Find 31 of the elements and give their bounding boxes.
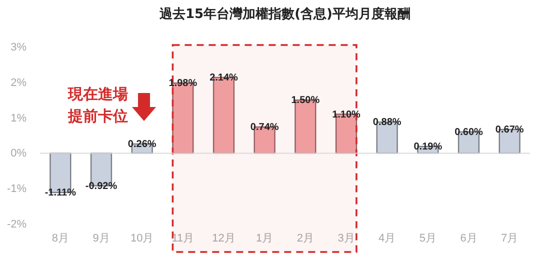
data-label: 0.60% <box>454 126 484 138</box>
data-label: 1.50% <box>291 95 320 106</box>
x-tick-label: 9月 <box>92 232 110 244</box>
data-label: 1.98% <box>168 78 198 90</box>
data-label: 0.67% <box>495 124 524 136</box>
x-tick-label: 8月 <box>52 232 69 244</box>
x-tick-label: 10月 <box>130 232 154 244</box>
x-tick-label: 5月 <box>419 232 436 244</box>
x-tick-label: 12月 <box>212 232 236 244</box>
x-tick-label: 6月 <box>460 232 478 244</box>
x-tick-label: 4月 <box>378 232 396 244</box>
y-tick-label: 0% <box>10 148 27 160</box>
y-tick-label: 2% <box>10 76 27 89</box>
y-tick-label: -2% <box>6 218 27 230</box>
y-tick-label: 1% <box>10 112 27 124</box>
annotation: 提前卡位 <box>67 107 128 125</box>
data-label: 0.88% <box>372 117 402 128</box>
annotation: 現在進場 <box>67 85 128 103</box>
x-tick-label: 3月 <box>338 232 355 244</box>
data-label: 0.74% <box>250 122 279 134</box>
y-tick-label: 3% <box>10 42 27 54</box>
x-tick-label: 11月 <box>172 232 194 244</box>
data-label: 2.14% <box>210 72 238 84</box>
chart-title: 過去15年台灣加權指數(含息)平均月度報酬 <box>158 6 410 22</box>
x-tick-label: 2月 <box>296 232 314 244</box>
x-tick-label: 1月 <box>256 232 274 244</box>
y-tick-label: -1% <box>6 183 27 196</box>
data-label: 1.10% <box>332 109 361 120</box>
data-label: 0.19% <box>414 141 442 152</box>
data-label: 0.26% <box>128 138 156 150</box>
x-tick-label: 7月 <box>501 232 518 244</box>
